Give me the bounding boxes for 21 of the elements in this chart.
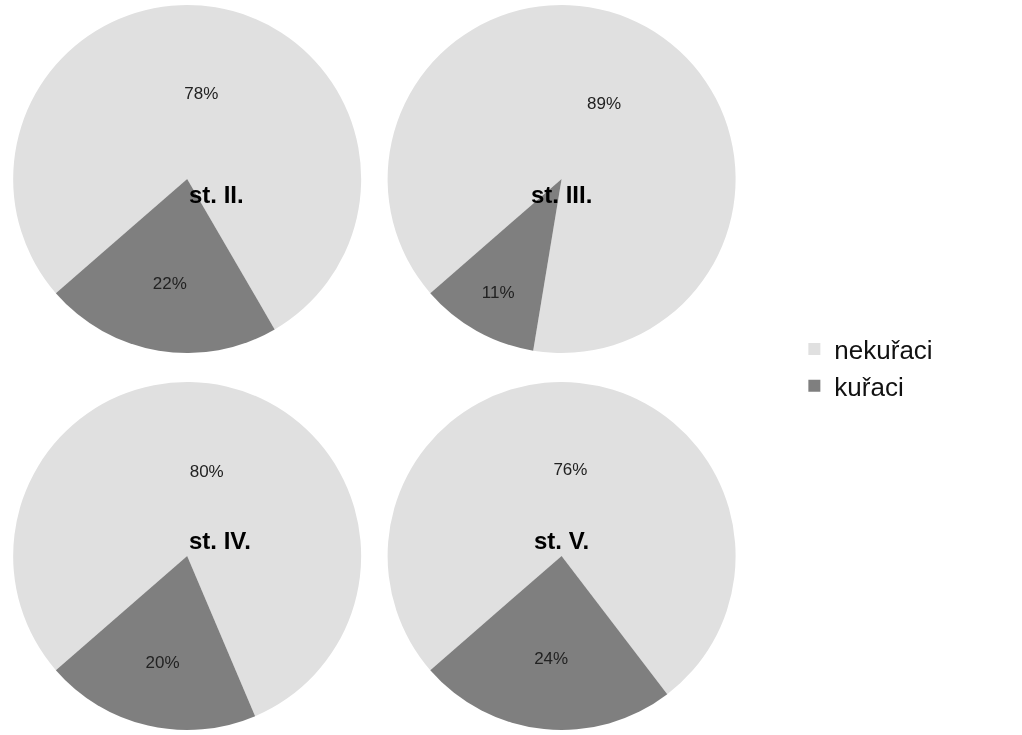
data-label: 11% bbox=[481, 282, 515, 302]
legend-label: nekuřaci bbox=[834, 335, 933, 366]
pie-slice bbox=[387, 382, 736, 695]
text: st. II. bbox=[189, 181, 244, 208]
pie-slice bbox=[55, 556, 256, 730]
data-label: 80% bbox=[189, 461, 224, 481]
text: st. IV. bbox=[189, 527, 251, 554]
pie-slice bbox=[387, 5, 736, 353]
pie-slice bbox=[430, 556, 668, 730]
pie-slice bbox=[13, 382, 362, 717]
data-label: 20% bbox=[145, 653, 180, 673]
data-label: 76% bbox=[553, 459, 588, 479]
pie-slice bbox=[55, 179, 275, 353]
data-label: 24% bbox=[534, 649, 569, 669]
data-label: 22% bbox=[152, 274, 187, 294]
data-label: 78% bbox=[184, 83, 219, 103]
legend-label: kuřaci bbox=[834, 371, 904, 402]
pie-slice bbox=[13, 5, 362, 330]
text: st. V. bbox=[534, 527, 590, 554]
pie-slice bbox=[430, 179, 562, 351]
data-label: 89% bbox=[587, 93, 622, 113]
